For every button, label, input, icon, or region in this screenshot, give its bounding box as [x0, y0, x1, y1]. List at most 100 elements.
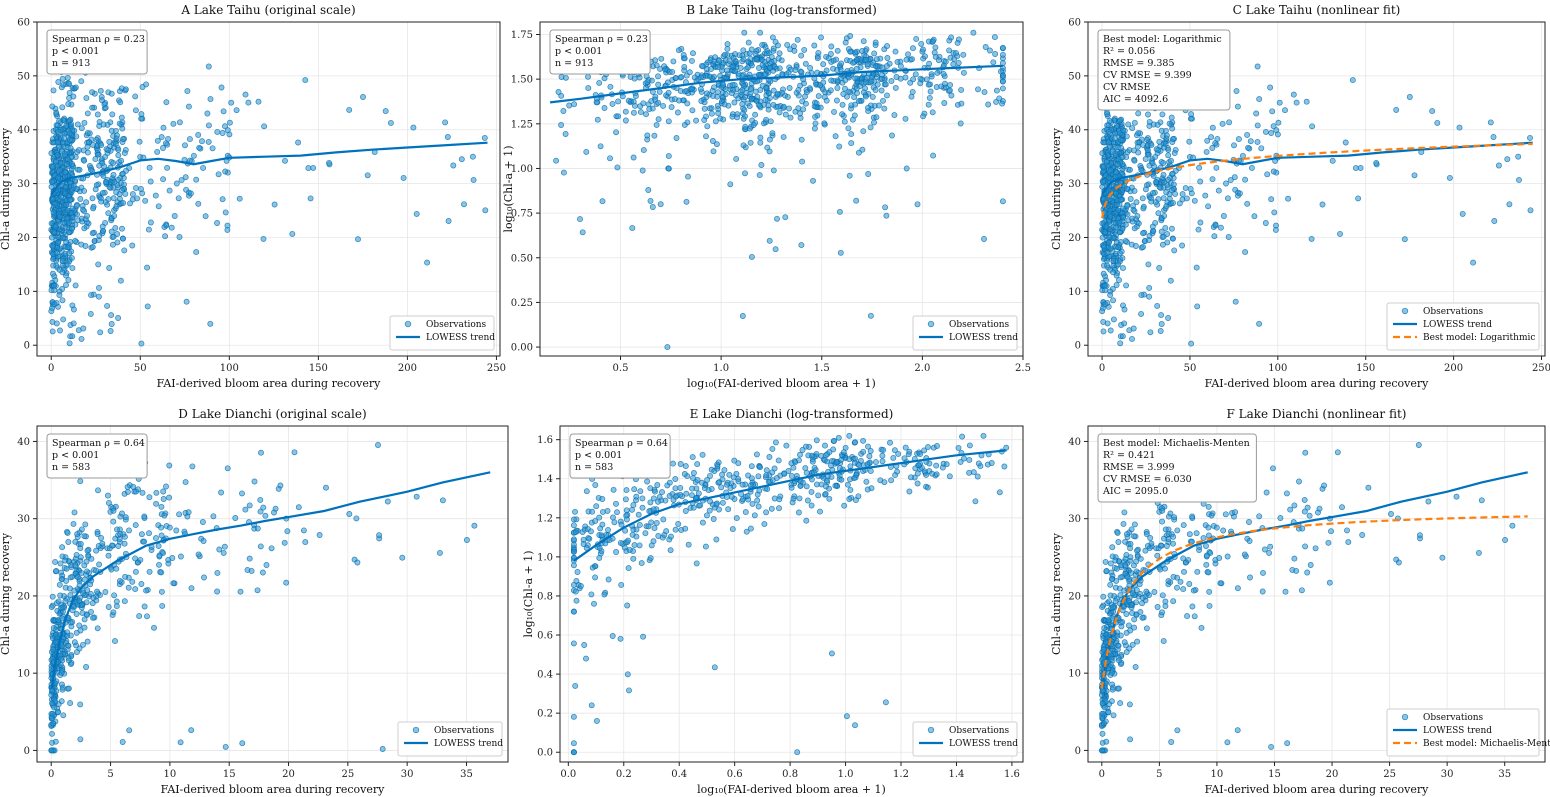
legend-swatch-observations [927, 726, 935, 734]
data-point [975, 86, 981, 93]
data-point [993, 98, 1000, 105]
data-point [117, 99, 124, 106]
data-point [1411, 172, 1418, 179]
data-point [871, 119, 877, 126]
data-point [607, 155, 613, 162]
data-point [1246, 519, 1252, 525]
data-point [121, 150, 128, 157]
data-point [182, 142, 188, 149]
data-point [1162, 565, 1168, 572]
data-point [1202, 192, 1209, 199]
data-point [1121, 306, 1128, 313]
data-point [445, 218, 452, 224]
data-point [914, 201, 921, 208]
data-point [999, 85, 1006, 92]
data-point [1119, 161, 1126, 168]
data-point [630, 154, 637, 161]
data-point [272, 505, 279, 512]
data-point [624, 602, 631, 609]
data-point [560, 169, 567, 176]
data-point [1197, 219, 1204, 226]
data-point [65, 277, 72, 284]
data-point [757, 102, 763, 109]
data-point [1103, 567, 1110, 574]
data-point [1302, 449, 1309, 456]
data-point [832, 133, 839, 140]
data-point [1143, 625, 1150, 632]
data-point [745, 472, 752, 479]
data-point [1203, 552, 1210, 559]
data-point [90, 614, 96, 621]
data-point [81, 119, 88, 126]
data-point [570, 516, 577, 523]
data-point [592, 574, 599, 581]
data-point [1103, 639, 1109, 646]
data-point [138, 581, 145, 587]
data-point [1171, 150, 1178, 157]
data-point [831, 108, 837, 115]
data-point [1206, 602, 1213, 609]
data-point [912, 71, 919, 78]
data-point [295, 139, 302, 146]
data-point [52, 558, 59, 565]
data-point [57, 160, 64, 167]
data-point [731, 457, 738, 464]
data-point [66, 340, 73, 347]
data-point [207, 320, 214, 327]
y-tick-label: 10 [1068, 287, 1081, 298]
data-point [737, 88, 744, 95]
data-point [999, 78, 1006, 85]
data-point [1102, 301, 1109, 308]
data-point [1160, 233, 1167, 240]
stats-line: Best model: Logarithmic [1103, 34, 1222, 45]
y-tick-label: 1.0 [537, 552, 553, 563]
data-point [704, 90, 710, 97]
data-point [1110, 297, 1117, 304]
data-point [1205, 503, 1212, 510]
legend-label: LOWESS trend [426, 333, 495, 343]
data-point [867, 124, 874, 131]
data-point [89, 89, 96, 96]
data-point [645, 187, 652, 193]
data-point [215, 171, 222, 178]
data-point [881, 105, 888, 112]
data-point [53, 567, 60, 574]
data-point [1133, 558, 1139, 565]
data-point [1139, 594, 1146, 601]
data-point [48, 183, 55, 190]
data-point [721, 51, 728, 58]
x-axis-label: log₁₀(FAI-derived bloom area + 1) [687, 377, 876, 390]
data-point [909, 56, 915, 63]
y-tick-label: 0.25 [511, 298, 533, 309]
x-tick-label: 25 [1383, 769, 1396, 780]
data-point [55, 709, 62, 715]
data-point [613, 500, 619, 507]
data-point [1113, 201, 1120, 208]
data-point [932, 53, 939, 60]
data-point [763, 509, 770, 516]
data-point [750, 122, 757, 128]
data-point [792, 108, 799, 115]
data-point [860, 448, 867, 455]
data-point [914, 470, 921, 477]
data-point [709, 87, 716, 94]
data-point [162, 140, 169, 147]
data-point [766, 237, 773, 244]
data-point [710, 516, 717, 522]
data-point [1125, 622, 1132, 629]
data-point [1123, 185, 1130, 192]
data-point [802, 60, 809, 67]
data-point [1527, 134, 1533, 141]
data-point [261, 123, 268, 130]
x-tick-label: 5 [1156, 769, 1162, 780]
data-point [895, 450, 902, 457]
data-point [658, 55, 665, 62]
data-point [1171, 247, 1178, 254]
data-point [121, 247, 128, 254]
data-point [1117, 130, 1124, 137]
y-tick-label: 0 [24, 746, 30, 757]
data-point [640, 633, 647, 640]
data-point [845, 125, 852, 132]
data-point [639, 504, 646, 511]
data-point [1181, 568, 1187, 575]
